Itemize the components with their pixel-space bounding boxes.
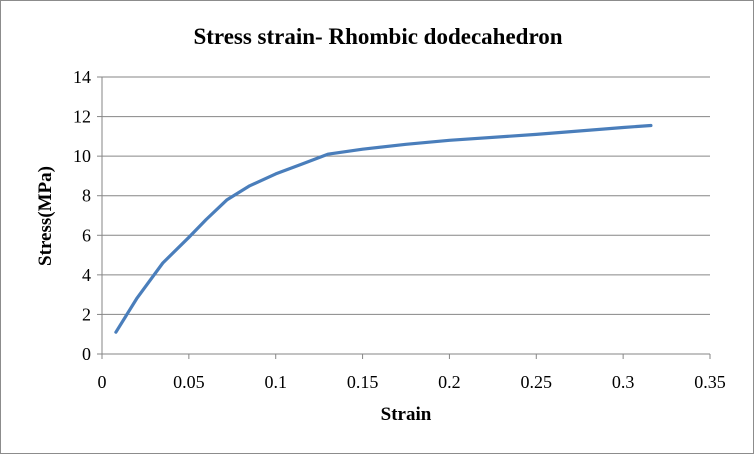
x-tick-label: 0 — [98, 372, 107, 392]
x-tick-label: 0.35 — [694, 372, 726, 392]
x-axis-label: Strain — [381, 404, 432, 425]
y-tick-label: 2 — [82, 304, 91, 324]
series-group — [114, 123, 653, 334]
y-tick-label: 6 — [82, 225, 91, 245]
y-tick-label: 10 — [73, 146, 91, 166]
y-tick-label: 0 — [82, 344, 91, 364]
x-tick-label: 0.05 — [173, 372, 205, 392]
y-tick-label: 8 — [82, 186, 91, 206]
y-axis-label: Stress(MPa) — [35, 166, 56, 266]
x-tick-label: 0.25 — [521, 372, 553, 392]
x-axis-ticks: 0 0.05 0.1 0.15 0.2 0.25 0.3 0.35 — [98, 354, 726, 392]
axes — [101, 77, 710, 355]
y-axis-ticks: 0 2 4 6 8 10 12 14 — [73, 67, 102, 364]
y-tick-label: 12 — [73, 107, 91, 127]
x-tick-label: 0.2 — [438, 372, 461, 392]
x-tick-label: 0.3 — [612, 372, 635, 392]
x-tick-label: 0.15 — [347, 372, 379, 392]
y-tick-label: 4 — [82, 265, 91, 285]
y-tick-label: 14 — [73, 67, 91, 87]
chart-title: Stress strain- Rhombic dodecahedron — [193, 24, 562, 49]
gridlines — [102, 76, 710, 315]
x-tick-label: 0.1 — [264, 372, 287, 392]
series-line-0 — [114, 123, 653, 334]
